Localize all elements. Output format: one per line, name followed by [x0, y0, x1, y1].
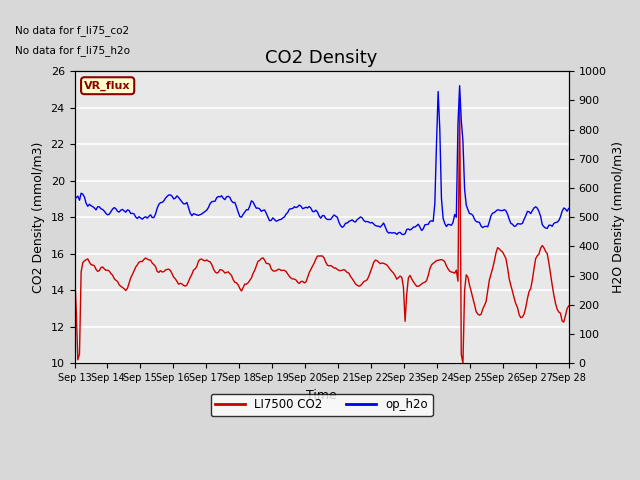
Text: No data for f_li75_co2: No data for f_li75_co2 — [15, 25, 129, 36]
Y-axis label: CO2 Density (mmol/m3): CO2 Density (mmol/m3) — [32, 142, 45, 293]
Title: CO2 Density: CO2 Density — [266, 48, 378, 67]
Y-axis label: H2O Density (mmol/m3): H2O Density (mmol/m3) — [612, 141, 625, 293]
Text: VR_flux: VR_flux — [84, 81, 131, 91]
Legend: LI7500 CO2, op_h2o: LI7500 CO2, op_h2o — [211, 394, 433, 416]
Text: No data for f_li75_h2o: No data for f_li75_h2o — [15, 46, 130, 57]
X-axis label: Time: Time — [307, 389, 337, 402]
